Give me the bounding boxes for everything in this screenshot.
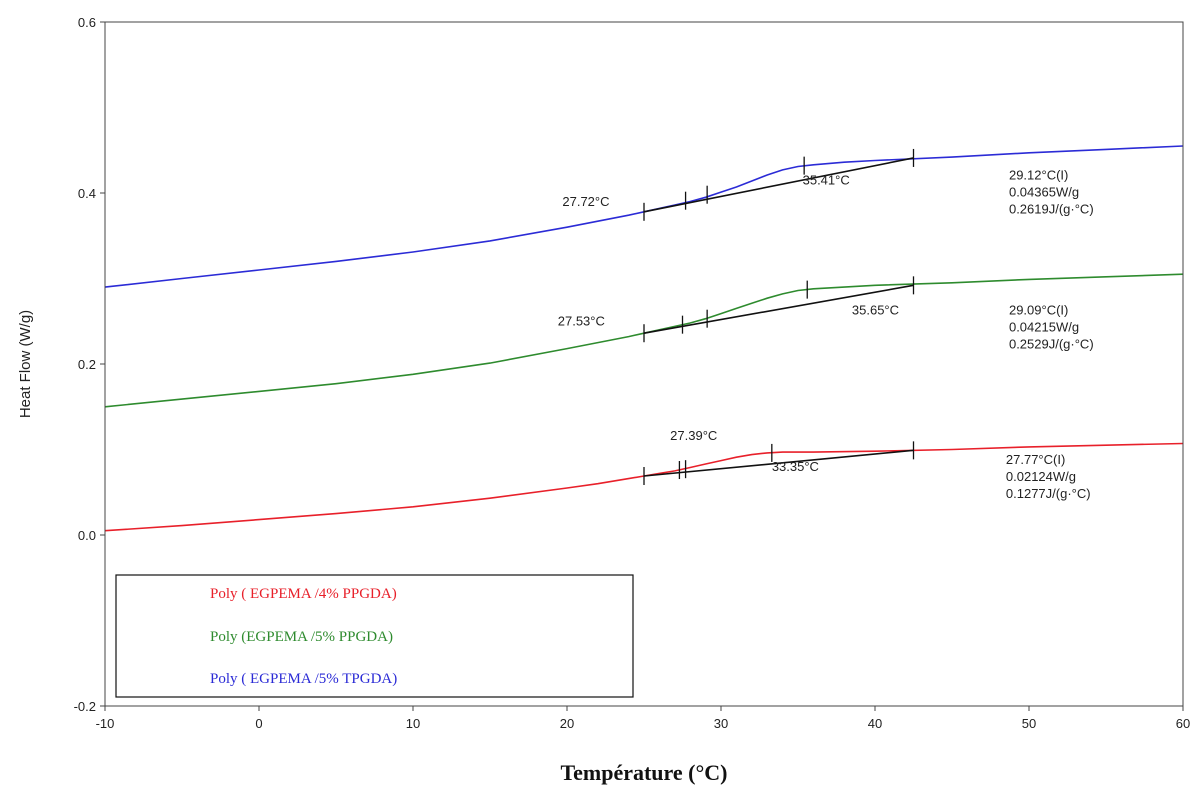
x-tick-label-6: 50 (1022, 716, 1036, 731)
legend-entry-4pct-ppgda: Poly ( EGPEMA /4% PPGDA) (210, 586, 397, 602)
annotation-12: 27.77°C(I) (1006, 452, 1065, 467)
annotation-13: 0.02124W/g (1006, 469, 1076, 484)
baseline-1 (643, 284, 914, 335)
annotation-6: 35.65°C (852, 302, 899, 317)
legend-entry-5pct-ppgda: Poly (EGPEMA /5% PPGDA) (210, 629, 393, 645)
annotation-10: 27.39°C (670, 428, 717, 443)
baseline-0 (643, 449, 914, 477)
series-line-0 (104, 442, 1184, 532)
annotation-9: 0.2529J/(g·°C) (1009, 337, 1094, 352)
series-layer (104, 145, 1184, 532)
annotation-7: 29.09°C(I) (1009, 302, 1068, 317)
series-line-2 (104, 145, 1184, 288)
y-tick-label-0: -0.2 (74, 699, 96, 714)
annotation-4: 0.2619J/(g·°C) (1009, 202, 1094, 217)
x-tick-label-2: 10 (406, 716, 420, 731)
x-tick-label-5: 40 (868, 716, 882, 731)
annotation-11: 33.35°C (772, 459, 819, 474)
annotation-0: 27.72°C (562, 194, 609, 209)
y-tick-label-3: 0.4 (78, 186, 96, 201)
legend-box (115, 574, 634, 698)
baseline-2 (643, 157, 914, 213)
series-line-1 (104, 273, 1184, 408)
legend: Poly ( EGPEMA /4% PPGDA) Poly (EGPEMA /5… (115, 574, 634, 698)
annotation-5: 27.53°C (558, 314, 605, 329)
x-tick-label-7: 60 (1176, 716, 1190, 731)
x-tick-label-1: 0 (255, 716, 262, 731)
y-tick-label-1: 0.0 (78, 528, 96, 543)
x-tick-label-0: -10 (96, 716, 115, 731)
annotation-2: 29.12°C(I) (1009, 167, 1068, 182)
legend-entry-5pct-tpgda: Poly ( EGPEMA /5% TPGDA) (210, 671, 397, 687)
annotation-8: 0.04215W/g (1009, 320, 1079, 335)
y-tick-label-2: 0.2 (78, 357, 96, 372)
x-axis-label: Température (°C) (560, 760, 727, 785)
x-tick-label-3: 20 (560, 716, 574, 731)
annotation-layer: 27.72°C 35.41°C 29.12°C(I) 0.04365W/g 0.2619… (558, 167, 1094, 501)
y-axis-label: Heat Flow (W/g) (17, 310, 34, 418)
annotation-3: 0.04365W/g (1009, 184, 1079, 199)
y-tick-label-4: 0.6 (78, 15, 96, 30)
annotation-14: 0.1277J/(g·°C) (1006, 486, 1091, 501)
x-tick-label-4: 30 (714, 716, 728, 731)
marker-layer (643, 148, 915, 486)
axis-layer: -10 0 10 20 30 40 50 60 -0.2 0.0 0.2 0.4 0.6 (74, 15, 1191, 731)
annotation-1: 35.41°C (803, 172, 850, 187)
